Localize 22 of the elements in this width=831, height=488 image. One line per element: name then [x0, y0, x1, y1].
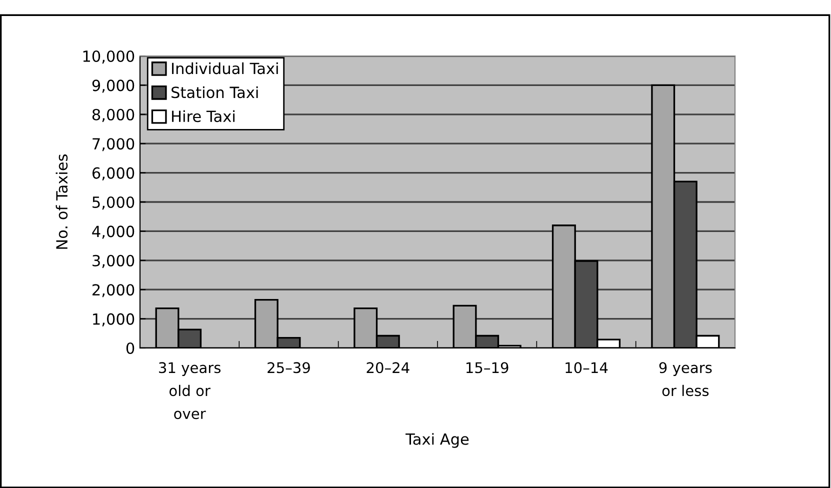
- y-tick-label: 3,000: [92, 254, 134, 268]
- x-tick-label: 9 years or less: [659, 362, 712, 396]
- x-tick-label: 20–24: [366, 362, 410, 374]
- y-axis-title: No. of Taxies: [56, 154, 68, 249]
- x-tick-label: 10–14: [566, 362, 608, 374]
- y-tick-label: 8,000: [92, 108, 134, 122]
- y-tick-label: 10,000: [83, 50, 134, 64]
- y-tick-label: 9,000: [92, 80, 134, 93]
- x-axis-title: Taxi Age: [406, 433, 469, 448]
- y-tick-label: 2,000: [92, 284, 134, 298]
- y-tick-label: 7,000: [92, 138, 134, 152]
- y-tick-label: 0: [126, 342, 134, 354]
- x-tick-label: 31 years old or over: [159, 362, 221, 420]
- legend-label: Individual Taxi: [172, 62, 278, 74]
- y-tick-label: 6,000: [92, 167, 134, 180]
- legend-label: Station Taxi: [172, 86, 258, 98]
- x-tick-label: 25–39: [268, 362, 310, 374]
- y-tick-label: 5,000: [92, 196, 134, 210]
- x-tick-label: 15–19: [466, 362, 508, 374]
- legend-label: Hire Taxi: [172, 110, 235, 122]
- y-tick-label: 4,000: [92, 226, 134, 239]
- y-tick-label: 1,000: [93, 313, 134, 326]
